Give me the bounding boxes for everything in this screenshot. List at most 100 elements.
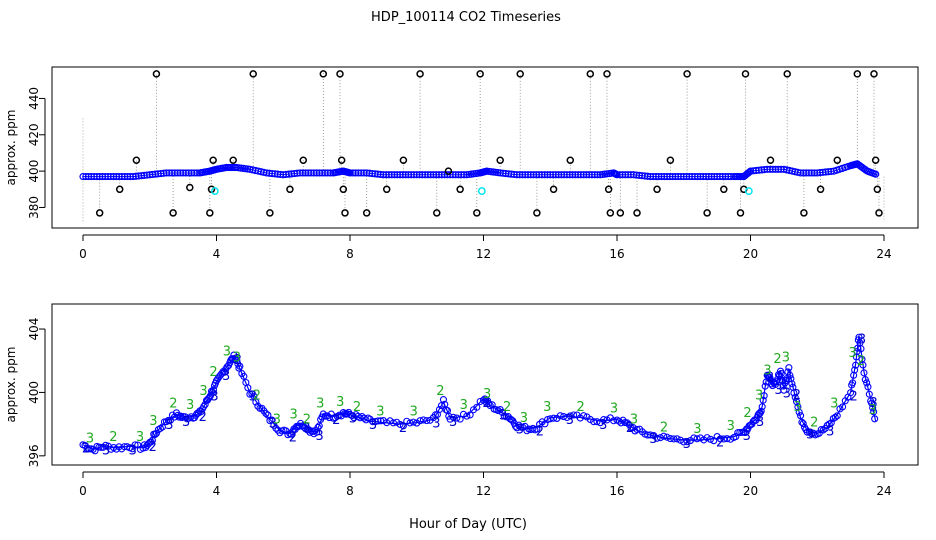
point-label: 2 bbox=[332, 413, 340, 428]
point-label: 2 bbox=[399, 421, 407, 436]
data-point bbox=[570, 411, 578, 419]
data-point bbox=[683, 438, 691, 446]
data-point bbox=[473, 403, 481, 411]
point-label: 2 bbox=[626, 421, 634, 436]
data-point bbox=[863, 379, 871, 387]
data-point bbox=[869, 404, 877, 412]
x-tick-label: 4 bbox=[213, 484, 221, 498]
data-point bbox=[759, 396, 767, 404]
point-label: 3 bbox=[610, 401, 618, 416]
x-tick-label: 0 bbox=[79, 247, 87, 261]
point-label: 2 bbox=[766, 370, 774, 385]
point-label: 3 bbox=[316, 397, 324, 412]
series-flagged bbox=[210, 187, 753, 196]
data-point bbox=[164, 416, 172, 424]
x-tick-label: 24 bbox=[876, 247, 891, 261]
data-point bbox=[439, 396, 448, 404]
outlier-point bbox=[666, 156, 675, 164]
data-point bbox=[91, 447, 99, 455]
point-label: 3 bbox=[210, 389, 218, 404]
data-point bbox=[857, 345, 865, 353]
point-label: 2 bbox=[660, 420, 668, 435]
point-label: 2 bbox=[482, 396, 490, 411]
data-point bbox=[871, 415, 879, 423]
point-label: 3 bbox=[136, 430, 144, 445]
x-tick-label: 8 bbox=[346, 484, 354, 498]
data-point bbox=[231, 354, 239, 362]
y-tick-label: 400 bbox=[27, 160, 41, 183]
data-point bbox=[732, 433, 740, 441]
data-point bbox=[254, 402, 262, 410]
data-point bbox=[416, 417, 424, 425]
data-point bbox=[550, 414, 558, 422]
x-axis: 0 4 8 12 16 20 24 bbox=[79, 471, 892, 498]
x-tick-label: 4 bbox=[213, 247, 221, 261]
point-label: 3 bbox=[693, 422, 701, 437]
data-point bbox=[327, 410, 335, 418]
data-point bbox=[176, 412, 185, 420]
outlier-point bbox=[653, 185, 661, 194]
point-label: 3 bbox=[858, 332, 866, 347]
x-tick-label: 20 bbox=[743, 247, 758, 261]
data-point bbox=[563, 413, 571, 422]
data-point bbox=[362, 416, 370, 424]
outlier-point bbox=[399, 156, 408, 164]
data-point bbox=[252, 398, 260, 406]
point-label: 3 bbox=[199, 384, 207, 399]
point-label: 3 bbox=[302, 421, 310, 436]
series-outliers bbox=[95, 70, 883, 217]
outlier-point bbox=[456, 185, 464, 194]
outlier-point bbox=[319, 70, 328, 78]
data-point bbox=[852, 361, 860, 369]
point-label: 3 bbox=[755, 389, 763, 404]
data-point bbox=[323, 412, 331, 420]
data-point bbox=[761, 382, 769, 390]
data-point bbox=[409, 418, 417, 426]
data-point bbox=[453, 414, 461, 422]
point-label: 2 bbox=[857, 354, 865, 369]
data-point bbox=[773, 375, 782, 383]
data-point bbox=[839, 403, 847, 411]
point-label: 2 bbox=[234, 353, 242, 368]
outlier-point bbox=[115, 185, 124, 194]
y-tick-label: 420 bbox=[27, 123, 41, 146]
data-point bbox=[629, 423, 637, 432]
point-label: 3 bbox=[349, 412, 357, 427]
data-point bbox=[406, 419, 414, 427]
data-point bbox=[780, 386, 788, 394]
series-co2 bbox=[79, 333, 879, 455]
point-label: 2 bbox=[199, 410, 207, 425]
data-point bbox=[849, 379, 857, 387]
outlier-point bbox=[337, 156, 346, 164]
data-point bbox=[799, 420, 807, 428]
point-label: 2 bbox=[353, 400, 361, 415]
y-axis: 396 400 404 bbox=[27, 318, 46, 467]
data-point bbox=[466, 411, 474, 419]
data-point bbox=[200, 402, 208, 410]
data-point bbox=[488, 401, 496, 409]
point-label: 3 bbox=[102, 443, 110, 458]
outlier-point bbox=[476, 70, 484, 78]
point-label: 3 bbox=[756, 415, 764, 430]
point-label: 3 bbox=[763, 363, 771, 378]
data-point bbox=[861, 376, 869, 384]
point-label: 3 bbox=[449, 415, 457, 430]
outlier-point bbox=[299, 156, 308, 164]
point-label: 3 bbox=[649, 432, 657, 447]
point-label: 2 bbox=[716, 435, 724, 450]
x-tick-label: 8 bbox=[346, 247, 354, 261]
flagged-point bbox=[210, 187, 219, 196]
data-point bbox=[736, 428, 744, 437]
point-label: 2 bbox=[576, 400, 584, 415]
x-tick-label: 12 bbox=[476, 247, 491, 261]
point-label: 3 bbox=[186, 398, 194, 413]
x-tick-label: 16 bbox=[609, 247, 624, 261]
point-label: 3 bbox=[336, 395, 344, 410]
outlier-point bbox=[783, 70, 791, 78]
data-point bbox=[529, 424, 537, 433]
data-point bbox=[156, 424, 164, 432]
point-label: 3 bbox=[233, 351, 241, 366]
outlier-point bbox=[720, 185, 728, 194]
y-tick-label: 404 bbox=[27, 318, 41, 341]
x-tick-label: 12 bbox=[476, 484, 491, 498]
